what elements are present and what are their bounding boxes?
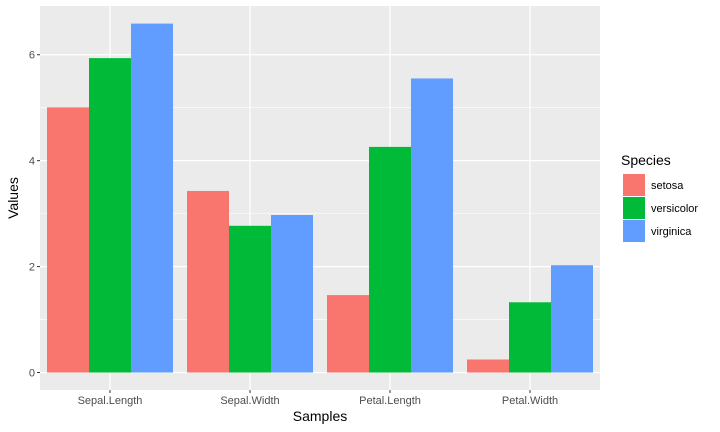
y-axis-title: Values xyxy=(5,177,21,219)
bar-versicolor xyxy=(229,225,271,373)
bar-virginica xyxy=(551,265,593,373)
x-axis-title: Samples xyxy=(293,408,347,424)
bar-setosa xyxy=(327,295,369,373)
legend-label-versicolor: versicolor xyxy=(651,203,698,215)
legend-label-virginica: virginica xyxy=(651,226,692,238)
y-axis: 0 2 4 6 xyxy=(29,50,40,380)
bar-setosa xyxy=(47,107,89,373)
bar-setosa xyxy=(467,359,509,373)
legend-label-setosa: setosa xyxy=(651,180,684,192)
bar-versicolor xyxy=(89,58,131,373)
bar-versicolor xyxy=(509,302,551,373)
x-tick-label: Sepal.Width xyxy=(220,395,279,407)
x-axis: Sepal.Length Sepal.Width Petal.Length Petal… xyxy=(78,390,558,407)
x-tick-label: Sepal.Length xyxy=(78,395,143,407)
x-tick-label: Petal.Length xyxy=(359,395,421,407)
legend-key-virginica xyxy=(623,220,645,242)
y-tick-label: 0 xyxy=(29,368,35,380)
y-tick-label: 2 xyxy=(29,262,35,274)
legend-key-setosa xyxy=(623,174,645,196)
x-tick-label: Petal.Width xyxy=(502,395,558,407)
bars-group xyxy=(47,23,593,373)
bar-versicolor xyxy=(369,146,411,373)
legend-title: Species xyxy=(621,152,671,168)
bar-setosa xyxy=(187,190,229,373)
legend: Species setosa versicolor virginica xyxy=(621,152,698,242)
bar-virginica xyxy=(131,23,173,373)
y-tick-label: 4 xyxy=(29,156,35,168)
y-tick-label: 6 xyxy=(29,50,35,62)
bar-virginica xyxy=(411,78,453,373)
bar-virginica xyxy=(271,215,313,373)
legend-key-versicolor xyxy=(623,197,645,219)
